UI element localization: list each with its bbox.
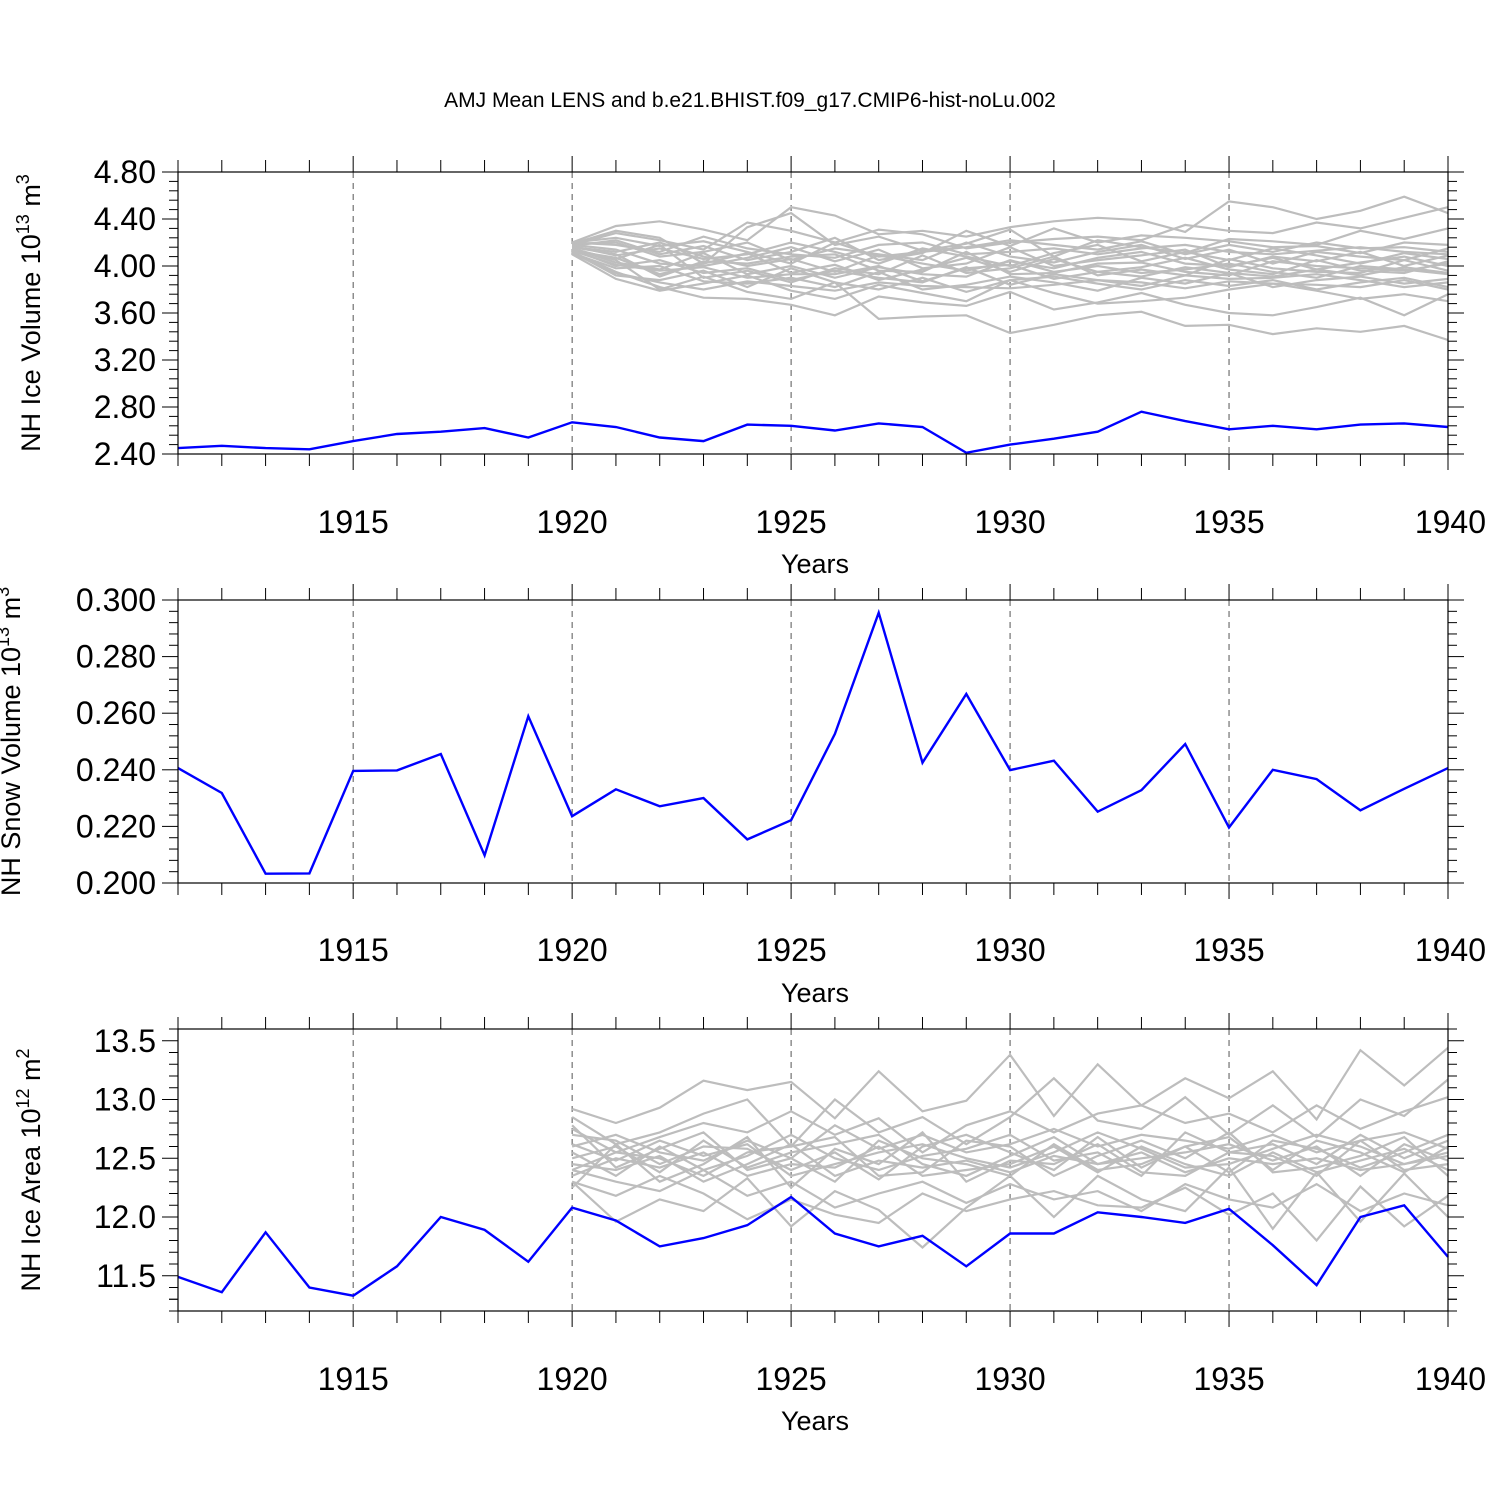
y-tick-label: 0.260 xyxy=(76,695,156,731)
y-tick-label: 0.280 xyxy=(76,639,156,675)
y-axis-title-superscript: 12 xyxy=(13,1088,33,1108)
ensemble-member-line xyxy=(571,1076,1449,1149)
y-tick-label: 3.20 xyxy=(94,342,156,378)
x-tick-label: 1925 xyxy=(756,504,827,540)
ensemble-member-line xyxy=(571,1145,1449,1178)
y-tick-label: 2.40 xyxy=(94,436,156,472)
y-axis-title-superscript: 2 xyxy=(13,1048,33,1058)
x-tick-label: 1935 xyxy=(1193,504,1264,540)
y-tick-label: 0.300 xyxy=(76,582,156,618)
plot-frame xyxy=(177,171,1449,455)
ensemble-member-line xyxy=(571,1174,1449,1243)
x-axis-title: Years xyxy=(781,549,849,579)
x-tick-label: 1930 xyxy=(974,1361,1045,1397)
ensemble-member-line xyxy=(571,1142,1449,1183)
x-tick-label: 1925 xyxy=(756,932,827,968)
y-axis-title-superscript: 13 xyxy=(0,627,13,647)
ensemble-member-line xyxy=(571,243,1449,270)
ensemble-member-line xyxy=(571,247,1449,279)
y-axis-title-superscript: 3 xyxy=(13,174,33,184)
y-axis-title: NH Ice Area 1012 m2 xyxy=(13,1048,46,1291)
y-tick-label: 4.00 xyxy=(94,248,156,284)
ensemble-member-line xyxy=(571,1131,1449,1178)
y-axis-title-text: NH Ice Volume 10 xyxy=(16,234,46,452)
y-tick-label: 2.80 xyxy=(94,389,156,425)
ensemble-member-line xyxy=(571,1131,1449,1178)
ensemble-member-line xyxy=(571,1168,1449,1213)
y-tick-label: 12.5 xyxy=(94,1140,156,1176)
series-line-snow-volume xyxy=(177,608,1449,875)
y-axis-title-text: m xyxy=(16,184,46,214)
y-tick-label: 0.200 xyxy=(76,865,156,901)
x-tick-label: 1935 xyxy=(1193,1361,1264,1397)
y-axis-title: NH Ice Volume 1013 m3 xyxy=(13,174,46,452)
y-axis-title-text: m xyxy=(0,597,26,627)
x-tick-label: 1940 xyxy=(1415,932,1486,968)
y-axis-title: NH Snow Volume 1013 m3 xyxy=(0,587,26,896)
ensemble-member-line xyxy=(571,249,1449,283)
y-axis-title-superscript: 13 xyxy=(13,214,33,234)
x-tick-label: 1915 xyxy=(318,932,389,968)
y-tick-label: 13.0 xyxy=(94,1082,156,1118)
ensemble-ice-area xyxy=(571,1046,1449,1249)
x-tick-label: 1925 xyxy=(756,1361,827,1397)
ensemble-member-line xyxy=(571,1046,1449,1125)
x-axis-title: Years xyxy=(781,1406,849,1436)
ensemble-member-line xyxy=(571,1130,1449,1190)
ensemble-member-line xyxy=(571,252,1449,292)
y-axis-title-superscript: 3 xyxy=(0,587,13,597)
y-tick-label: 12.0 xyxy=(94,1199,156,1235)
ensemble-member-line xyxy=(571,195,1449,244)
x-tick-label: 1920 xyxy=(537,1361,608,1397)
x-tick-label: 1920 xyxy=(537,504,608,540)
x-tick-label: 1940 xyxy=(1415,504,1486,540)
y-tick-label: 0.240 xyxy=(76,752,156,788)
panel-ice-area: 11.5 12.0 12.5 13.0 13.5 1915 1920 1925 1930 1935… xyxy=(13,1013,1486,1436)
ensemble-member-line xyxy=(572,241,1449,265)
chart-title: AMJ Mean LENS and b.e21.BHIST.f09_g17.CM… xyxy=(444,89,1056,112)
y-axis-title-text: NH Ice Area 10 xyxy=(16,1108,46,1291)
ensemble-member-line xyxy=(571,236,1449,265)
panel-ice-volume: 2.40 2.80 3.20 3.60 4.00 4.40 4.80 1915 1920 1925… xyxy=(13,154,1486,579)
ensemble-member-line xyxy=(571,243,1449,284)
ensemble-member-line xyxy=(572,235,1449,259)
ensemble-member-line xyxy=(571,250,1449,317)
ensemble-member-line xyxy=(571,1124,1449,1184)
y-tick-label: 4.80 xyxy=(94,154,156,190)
ensemble-member-line xyxy=(571,246,1449,278)
y-tick-label: 11.5 xyxy=(96,1258,156,1294)
x-tick-label: 1930 xyxy=(974,504,1045,540)
series-line-ice-volume xyxy=(177,410,1449,455)
x-tick-label: 1915 xyxy=(318,504,389,540)
ensemble-member-line xyxy=(571,252,1449,292)
series-line-ice-area xyxy=(177,1195,1449,1297)
ensemble-member-line xyxy=(571,241,1449,268)
y-tick-label: 0.220 xyxy=(76,808,156,844)
ensemble-member-line xyxy=(571,1133,1449,1178)
x-tick-label: 1920 xyxy=(537,932,608,968)
y-tick-label: 4.40 xyxy=(94,201,156,237)
x-tick-label: 1940 xyxy=(1415,1361,1486,1397)
x-axis-title: Years xyxy=(781,978,849,1008)
y-axis-title-text: NH Snow Volume 10 xyxy=(0,647,26,896)
ensemble-ice-volume xyxy=(571,195,1449,342)
x-tick-label: 1935 xyxy=(1193,932,1264,968)
y-tick-label: 3.60 xyxy=(94,295,156,331)
plot-frame xyxy=(177,599,1449,884)
y-tick-label: 13.5 xyxy=(94,1023,156,1059)
x-tick-label: 1915 xyxy=(318,1361,389,1397)
panel-snow-volume: 0.200 0.220 0.240 0.260 0.280 0.300 1915 1920 19… xyxy=(0,582,1486,1008)
y-axis-title-text: m xyxy=(16,1058,46,1088)
ensemble-member-line xyxy=(571,1096,1449,1154)
x-tick-label: 1930 xyxy=(974,932,1045,968)
